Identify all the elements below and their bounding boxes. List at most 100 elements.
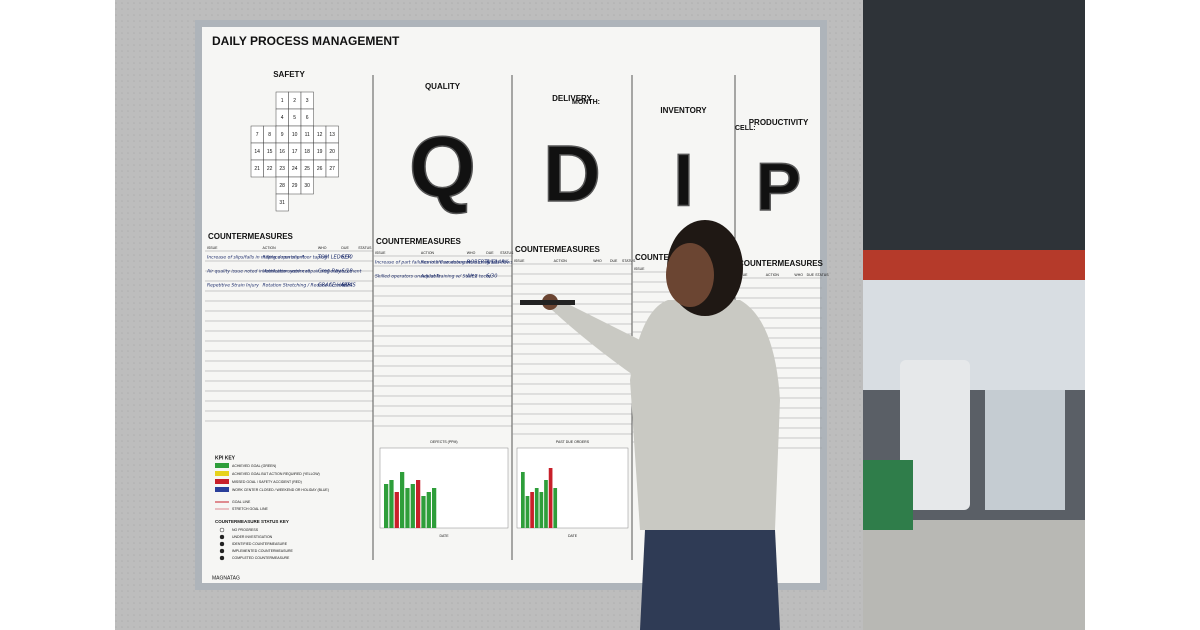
chart-x-label: DATE <box>568 534 578 538</box>
bar <box>416 480 421 528</box>
chart-frame <box>379 447 509 529</box>
bar <box>421 496 426 528</box>
status-icon <box>219 541 225 547</box>
section-letter: Q <box>409 120 476 216</box>
bar <box>548 468 553 528</box>
key-line-label: STRETCH GOAL LINE <box>232 507 269 511</box>
column-header: ACTION <box>421 251 435 255</box>
column-header: STATUS <box>358 246 372 250</box>
countermeasures-title: COUNTERMEASURES <box>376 237 462 246</box>
key-line-label: GOAL LINE <box>232 500 251 504</box>
section-title: PRODUCTIVITY <box>749 118 809 127</box>
bar <box>530 492 534 528</box>
handwritten-entry: Increase of slips/falls in milling depar… <box>207 255 304 261</box>
column-header: DUE <box>341 246 349 250</box>
bar <box>394 492 399 528</box>
handwritten-entry: Replace non-slip floor taping <box>262 255 327 261</box>
safety-day: 11 <box>305 132 310 138</box>
status-icon <box>219 534 225 540</box>
column-header: STATUS <box>622 259 636 263</box>
kpi-swatch <box>215 463 229 468</box>
column-header: STATUS <box>500 251 514 255</box>
safety-day: 10 <box>292 132 298 138</box>
section-title: QUALITY <box>425 82 461 91</box>
cell-label: CELL: <box>735 125 756 132</box>
kpi-swatch <box>215 471 229 476</box>
safety-day: 20 <box>329 149 335 155</box>
bar <box>400 472 405 528</box>
bar <box>432 488 437 528</box>
safety-day: 15 <box>267 149 273 155</box>
kpi-label: ACHIEVED GOAL BUT ACTION REQUIRED (YELLO… <box>232 472 320 476</box>
status-icon <box>219 548 225 554</box>
status-label: UNDER INVESTIGATION <box>232 535 273 539</box>
safety-day: 21 <box>254 166 260 172</box>
section-letter: P <box>756 149 801 225</box>
column-header: WHO <box>794 273 803 277</box>
safety-day: 22 <box>267 166 273 172</box>
countermeasures-title: COUNTERMEASURES <box>738 259 824 268</box>
safety-day: 2 <box>293 98 296 104</box>
handwritten-entry: 6/24 <box>341 283 352 289</box>
handwritten-entry: Greg Ray <box>318 269 342 275</box>
safety-day: 17 <box>292 149 298 155</box>
status-label: COMPLETED COUNTERMEASURE <box>232 556 290 560</box>
countermeasures-title: COUNTERMEASURES <box>208 232 294 241</box>
safety-day: 30 <box>304 183 310 189</box>
column-header: ISSUE <box>634 267 645 271</box>
handwritten-entry: Remote flow debug increasing test flows <box>421 260 513 266</box>
safety-day: 4 <box>281 115 284 121</box>
column-header: ACTION <box>262 246 276 250</box>
section-title: SAFETY <box>273 70 305 79</box>
status-label: IMPLEMENTED COUNTERMEASURE <box>232 549 294 553</box>
handwritten-entry: ROBERTA CLARK <box>467 260 509 266</box>
safety-day: 29 <box>292 183 298 189</box>
column-header: WHO <box>318 246 327 250</box>
safety-day: 3 <box>306 98 309 104</box>
column-header: DUE <box>807 273 815 277</box>
bar <box>389 480 394 528</box>
bar <box>426 492 431 528</box>
safety-day: 13 <box>329 132 335 138</box>
safety-day: 1 <box>281 98 284 104</box>
kpi-label: MISSED GOAL / SAFETY ACCIDENT (RED) <box>232 480 302 484</box>
handwritten-entry: Increase of part failures in life assess… <box>375 260 474 266</box>
month-label: MONTH: <box>572 99 600 106</box>
safety-day: 27 <box>329 166 335 172</box>
safety-day: 23 <box>279 166 285 172</box>
column-header: WHO <box>593 259 602 263</box>
safety-cell <box>325 159 339 178</box>
chart-x-label: DATE <box>439 534 449 538</box>
safety-day: 24 <box>292 166 298 172</box>
section-title: DELIVERY <box>552 94 592 103</box>
handwritten-entry: Repetitive Strain Injury <box>207 283 259 289</box>
section-title: INVENTORY <box>660 106 707 115</box>
kpi-swatch <box>215 487 229 492</box>
column-header: DUE <box>486 251 494 255</box>
safety-day: 6 <box>306 115 309 121</box>
handwritten-entry: 6/18 <box>341 269 352 275</box>
handwritten-entry: Rotation Stretching / Reduce Actuation <box>262 283 350 289</box>
column-header: WHO <box>467 251 476 255</box>
factory-photo <box>863 0 1085 630</box>
handwritten-entry: GRACE HARRIS <box>318 283 357 289</box>
safety-day: 14 <box>254 149 260 155</box>
safety-day: 5 <box>293 115 296 121</box>
column-header: ACTION <box>554 259 568 263</box>
handwritten-entry: Air quality issue noted in fabrication w… <box>206 269 311 275</box>
safety-day: 12 <box>317 132 323 138</box>
safety-day: 9 <box>281 132 284 138</box>
handwritten-entry: Skilled operators unavailable <box>375 274 441 280</box>
status-label: NO PROGRESS <box>232 528 259 532</box>
safety-day: 7 <box>256 132 259 138</box>
handwritten-entry: 6/10 <box>486 260 497 266</box>
handwritten-entry: Ventilation system repair and enhancemen… <box>262 269 361 275</box>
safety-cell <box>300 176 314 195</box>
safety-cell <box>275 193 289 212</box>
column-header: ISSUE <box>375 251 386 255</box>
handwritten-entry: 6/30 <box>486 274 497 280</box>
person <box>520 220 780 630</box>
safety-day: 19 <box>317 149 323 155</box>
chart-title: PAST DUE ORDERS <box>556 440 590 444</box>
